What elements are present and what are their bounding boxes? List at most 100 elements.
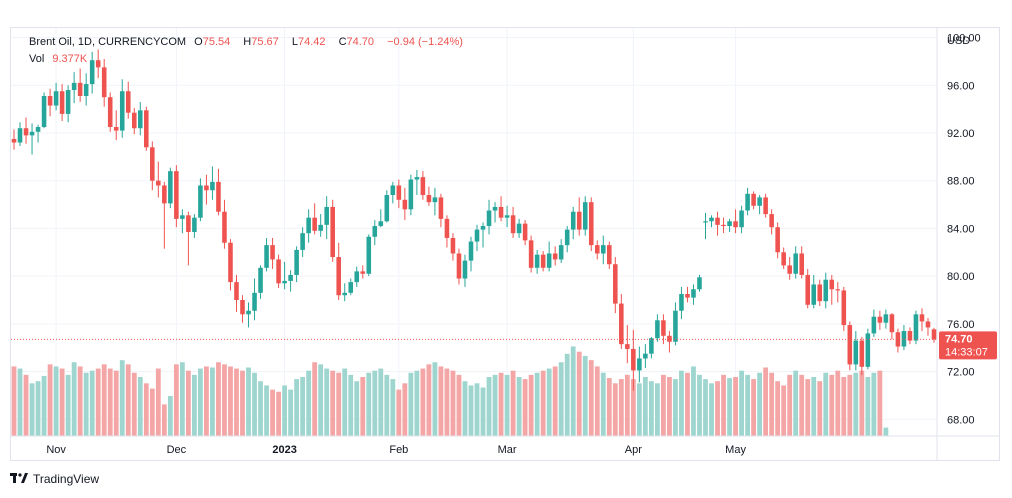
- candle-body[interactable]: [222, 211, 227, 243]
- candle-body[interactable]: [588, 202, 594, 246]
- candle-body[interactable]: [294, 249, 299, 275]
- candle-body[interactable]: [727, 221, 732, 227]
- candle-body[interactable]: [444, 218, 450, 238]
- candle-body[interactable]: [841, 290, 847, 326]
- candle-body[interactable]: [534, 254, 540, 268]
- candle-body[interactable]: [709, 217, 714, 222]
- candle-body[interactable]: [137, 110, 143, 129]
- candle-body[interactable]: [667, 335, 672, 342]
- candle-body[interactable]: [570, 211, 576, 230]
- candle-body[interactable]: [769, 214, 774, 228]
- candle-body[interactable]: [462, 260, 468, 279]
- candle-body[interactable]: [883, 314, 889, 323]
- candle-body[interactable]: [835, 289, 841, 291]
- candle-body[interactable]: [895, 332, 901, 347]
- candle-body[interactable]: [745, 193, 750, 211]
- candle-body[interactable]: [186, 215, 191, 232]
- candle-body[interactable]: [89, 60, 95, 85]
- candle-body[interactable]: [198, 185, 203, 218]
- candle-body[interactable]: [402, 199, 408, 210]
- candle-body[interactable]: [486, 210, 492, 227]
- candle-body[interactable]: [703, 221, 708, 223]
- candle-body[interactable]: [144, 110, 149, 148]
- candle-body[interactable]: [306, 217, 311, 234]
- candle-body[interactable]: [625, 344, 630, 349]
- candle-body[interactable]: [697, 277, 702, 290]
- candle-body[interactable]: [414, 177, 420, 180]
- candle-body[interactable]: [673, 310, 678, 342]
- candle-body[interactable]: [613, 264, 618, 304]
- candlestick-chart[interactable]: USD 68.00 72.00 76.00 80.00 84.00 88.00 92.00 96…: [11, 28, 999, 460]
- candle-body[interactable]: [600, 245, 606, 254]
- candle-body[interactable]: [234, 282, 239, 300]
- candle-body[interactable]: [101, 67, 107, 98]
- candle-body[interactable]: [330, 206, 335, 258]
- candle-body[interactable]: [594, 245, 600, 254]
- candle-body[interactable]: [546, 253, 552, 268]
- candle-body[interactable]: [498, 206, 504, 218]
- candle-body[interactable]: [125, 91, 131, 113]
- candle-body[interactable]: [763, 197, 768, 215]
- candle-body[interactable]: [426, 195, 432, 203]
- candle-body[interactable]: [811, 284, 817, 305]
- candle-body[interactable]: [871, 316, 877, 334]
- candle-body[interactable]: [270, 245, 275, 260]
- candle-body[interactable]: [282, 280, 287, 284]
- candle-body[interactable]: [150, 147, 155, 181]
- candle-body[interactable]: [113, 127, 119, 131]
- candle-body[interactable]: [23, 128, 29, 136]
- candle-body[interactable]: [35, 127, 41, 132]
- candle-body[interactable]: [691, 289, 696, 298]
- candle-body[interactable]: [522, 223, 528, 241]
- candle-body[interactable]: [240, 300, 245, 315]
- candle-body[interactable]: [216, 181, 221, 212]
- candle-body[interactable]: [71, 82, 77, 91]
- candle-body[interactable]: [781, 252, 786, 266]
- candle-body[interactable]: [95, 60, 101, 68]
- candle-body[interactable]: [119, 91, 125, 131]
- candle-body[interactable]: [775, 227, 780, 253]
- candle-body[interactable]: [252, 292, 257, 311]
- candle-body[interactable]: [107, 97, 113, 128]
- candle-body[interactable]: [649, 338, 654, 354]
- candle-body[interactable]: [552, 253, 558, 260]
- candle-body[interactable]: [516, 223, 522, 234]
- candle-body[interactable]: [192, 217, 197, 232]
- candle-body[interactable]: [865, 333, 871, 367]
- candle-body[interactable]: [733, 221, 738, 228]
- candle-body[interactable]: [655, 320, 660, 339]
- candle-body[interactable]: [372, 226, 378, 237]
- candle-body[interactable]: [300, 233, 305, 250]
- candle-body[interactable]: [324, 206, 329, 225]
- candle-body[interactable]: [360, 271, 366, 274]
- candle-body[interactable]: [853, 340, 859, 365]
- candle-body[interactable]: [679, 294, 684, 311]
- candle-body[interactable]: [528, 240, 534, 268]
- candle-body[interactable]: [919, 314, 925, 322]
- candle-body[interactable]: [378, 221, 384, 227]
- candle-body[interactable]: [180, 215, 185, 219]
- candle-body[interactable]: [348, 282, 354, 293]
- candle-body[interactable]: [438, 197, 444, 219]
- candle-body[interactable]: [468, 241, 474, 261]
- candle-body[interactable]: [450, 237, 456, 254]
- candle-body[interactable]: [318, 224, 323, 231]
- candle-body[interactable]: [83, 84, 89, 96]
- candle-body[interactable]: [847, 325, 853, 365]
- candle-body[interactable]: [907, 331, 913, 341]
- candle-body[interactable]: [474, 229, 480, 242]
- candle-body[interactable]: [420, 177, 426, 196]
- candle-body[interactable]: [901, 331, 907, 347]
- candle-body[interactable]: [685, 294, 690, 298]
- candle-body[interactable]: [661, 320, 666, 336]
- candle-body[interactable]: [408, 179, 414, 210]
- candle-body[interactable]: [721, 224, 726, 227]
- candle-body[interactable]: [576, 211, 582, 230]
- candle-body[interactable]: [228, 242, 233, 283]
- candle-body[interactable]: [342, 292, 348, 296]
- candle-body[interactable]: [751, 193, 756, 206]
- candle-body[interactable]: [643, 353, 648, 359]
- candle-body[interactable]: [65, 90, 71, 114]
- candle-body[interactable]: [715, 217, 720, 225]
- candle-body[interactable]: [204, 185, 209, 191]
